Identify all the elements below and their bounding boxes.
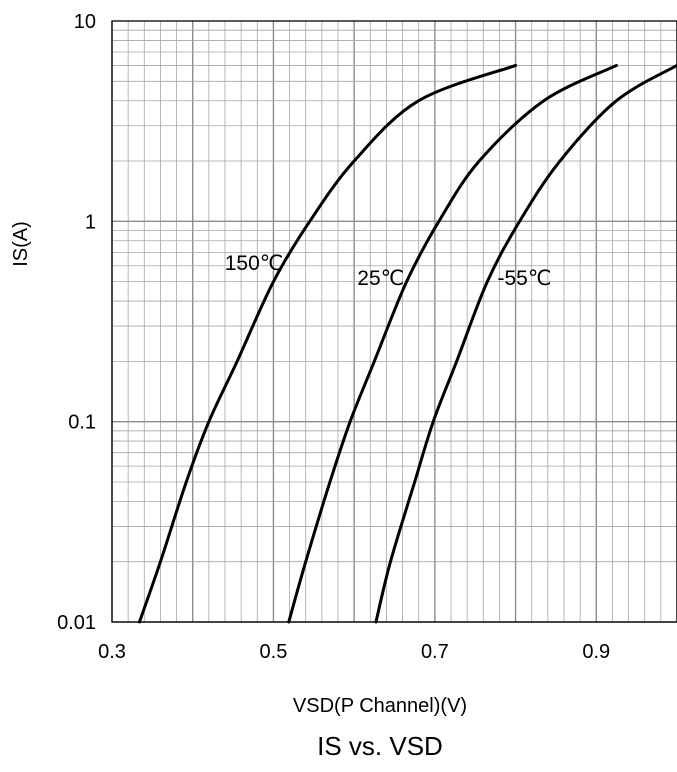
y-tick-label: 10 [74, 11, 96, 33]
chart-title: IS vs. VSD [317, 731, 443, 761]
curve-label: 25℃ [357, 267, 404, 290]
y-tick-label: 0.01 [57, 612, 96, 634]
y-tick-label: 1 [85, 211, 96, 233]
x-tick-label: 0.5 [260, 641, 288, 663]
series-layer [137, 63, 677, 624]
series-line-25 [287, 63, 618, 624]
x-tick-labels: 0.3 0.5 0.7 0.9 [98, 641, 610, 663]
plot-frame [111, 20, 677, 623]
curve-label: -55℃ [497, 267, 551, 290]
x-axis-title: VSD(P Channel)(V) [293, 695, 467, 717]
y-axis-title: IS(A) [10, 221, 32, 267]
annotation-layer: 150℃ 25℃ -55℃ [225, 252, 552, 290]
x-tick-label: 0.7 [421, 641, 449, 663]
y-tick-labels: 0.01 0.1 1 10 [57, 11, 96, 634]
x-tick-label: 0.9 [582, 641, 610, 663]
series-line-150 [137, 63, 518, 624]
series-line--55 [374, 63, 677, 624]
x-tick-label: 0.3 [98, 641, 126, 663]
curve-label: 150℃ [225, 252, 284, 275]
y-tick-label: 0.1 [68, 412, 96, 434]
